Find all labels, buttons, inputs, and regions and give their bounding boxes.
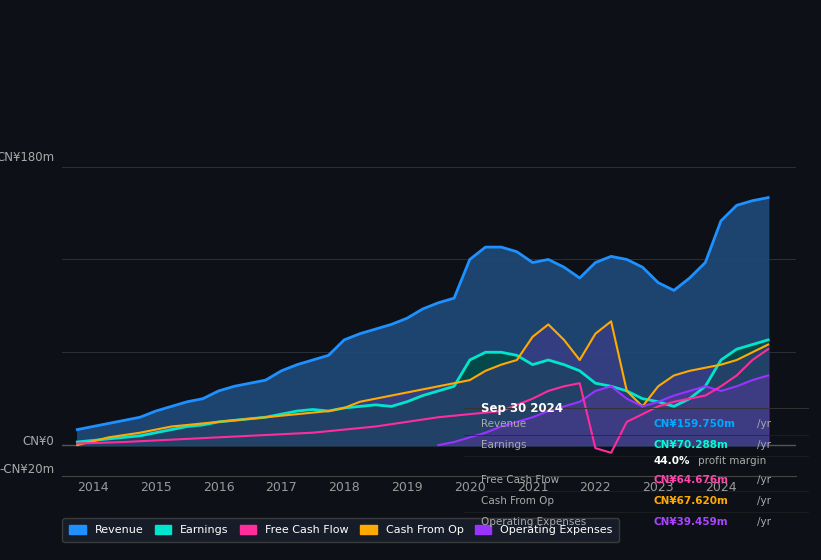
- Text: /yr: /yr: [757, 496, 771, 506]
- Text: Earnings: Earnings: [481, 440, 526, 450]
- Text: -CN¥20m: -CN¥20m: [0, 463, 54, 476]
- Text: CN¥70.288m: CN¥70.288m: [654, 440, 728, 450]
- Text: CN¥180m: CN¥180m: [0, 151, 54, 164]
- Text: CN¥0: CN¥0: [22, 435, 54, 449]
- Text: Free Cash Flow: Free Cash Flow: [481, 475, 559, 485]
- Text: Sep 30 2024: Sep 30 2024: [481, 402, 563, 415]
- Text: CN¥159.750m: CN¥159.750m: [654, 419, 736, 430]
- Text: /yr: /yr: [757, 440, 771, 450]
- Text: /yr: /yr: [757, 517, 771, 526]
- Text: Operating Expenses: Operating Expenses: [481, 517, 586, 526]
- Text: Revenue: Revenue: [481, 419, 526, 430]
- Text: CN¥39.459m: CN¥39.459m: [654, 517, 728, 526]
- Text: profit margin: profit margin: [699, 456, 767, 466]
- Text: /yr: /yr: [757, 419, 771, 430]
- Text: CN¥64.676m: CN¥64.676m: [654, 475, 728, 485]
- Text: 44.0%: 44.0%: [654, 456, 690, 466]
- Text: CN¥67.620m: CN¥67.620m: [654, 496, 728, 506]
- Text: Cash From Op: Cash From Op: [481, 496, 554, 506]
- Text: /yr: /yr: [757, 475, 771, 485]
- Legend: Revenue, Earnings, Free Cash Flow, Cash From Op, Operating Expenses: Revenue, Earnings, Free Cash Flow, Cash …: [62, 519, 619, 542]
